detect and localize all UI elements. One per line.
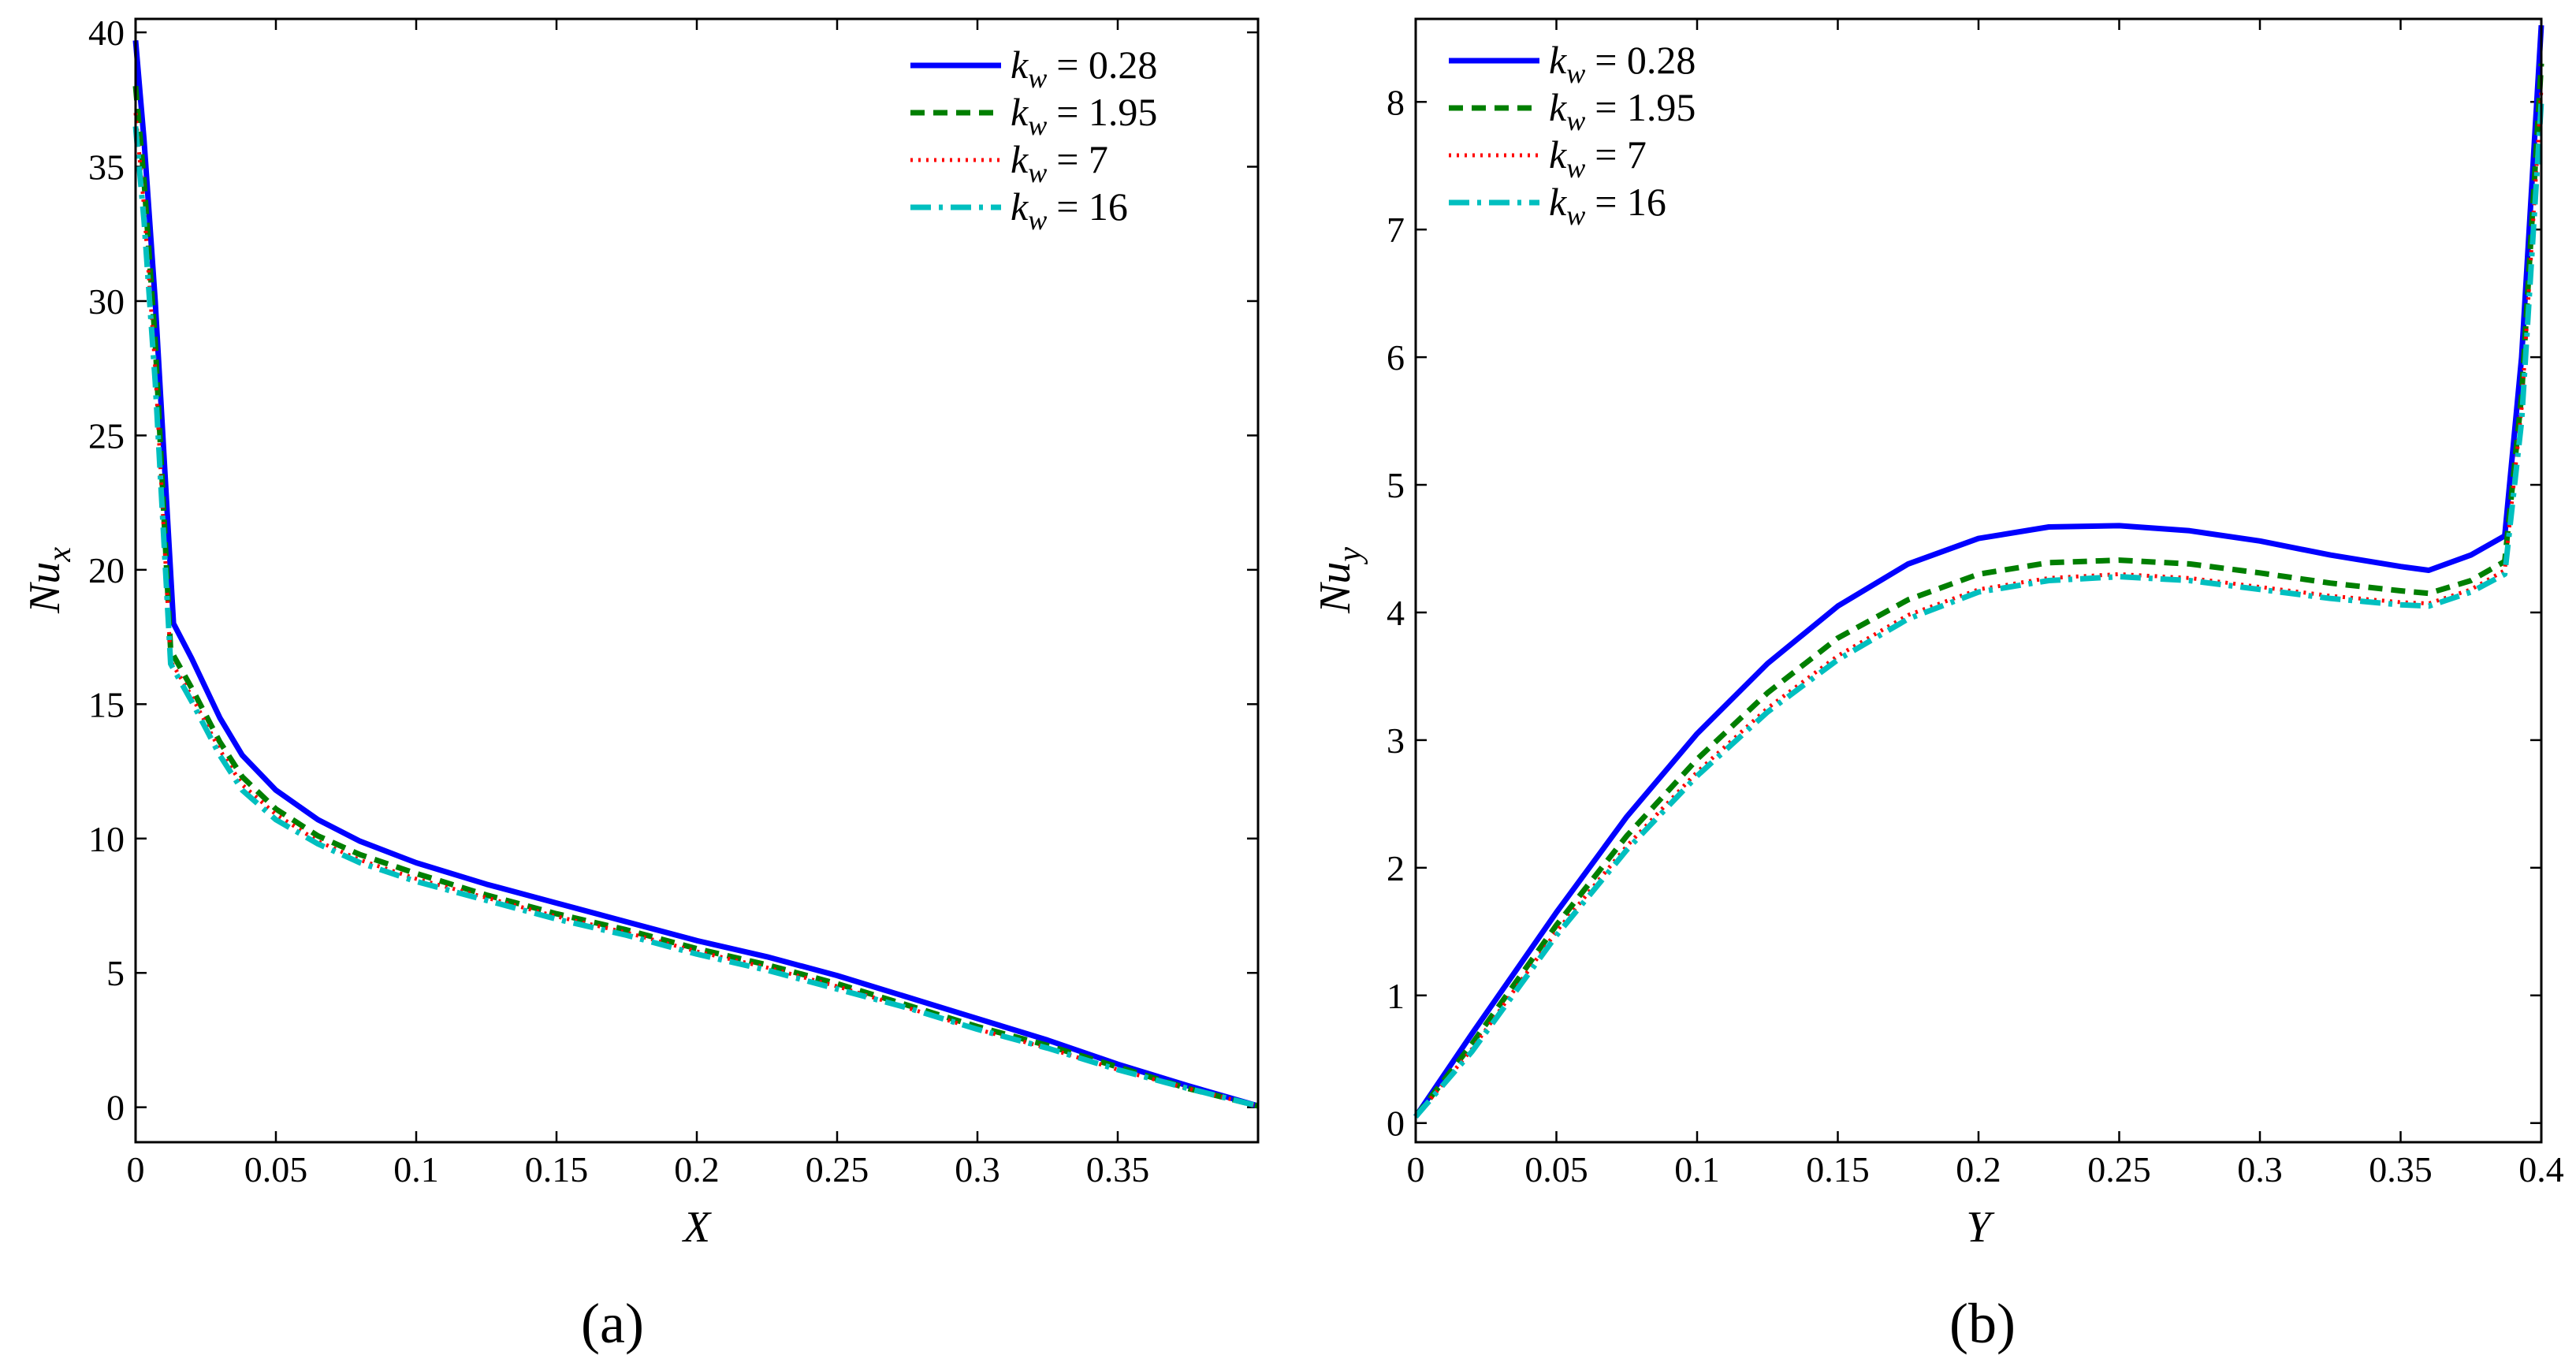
panel-a: 0 0.05 0.1 0.15 0.2 0.25 0.3 0.35 0 5 10 15 20 25 30 35… — [20, 13, 1260, 1355]
panel-a-y-axis-label-base: Nu — [20, 562, 69, 614]
panel-b-y-axis-label: Nuy — [1311, 547, 1368, 614]
panel-b-x-tick-label: 0.1 — [1674, 1149, 1720, 1189]
panel-b-series-line-2 — [1413, 63, 2544, 1119]
panel-b-x-tick-label: 0.4 — [2518, 1149, 2564, 1189]
panel-b-label: (b) — [1949, 1292, 2016, 1355]
legend-sub: w — [1028, 62, 1047, 94]
panel-b-y-tick-label: 5 — [1387, 465, 1405, 505]
panel-b-x-tick-label: 0 — [1407, 1149, 1425, 1189]
panel-b-y-tick-label: 4 — [1387, 593, 1405, 633]
panel-b-x-tick-label: 0.2 — [1956, 1149, 2001, 1189]
panel-a-legend-label-2: kw = 1.95 — [1011, 90, 1157, 141]
panel-a-y-tick-label: 35 — [88, 147, 125, 188]
legend-var: k — [1549, 180, 1567, 224]
panel-a-series — [132, 40, 1259, 1109]
panel-b-y-tick-label: 1 — [1387, 976, 1405, 1016]
panel-b-x-tick-label: 0.05 — [1524, 1149, 1588, 1189]
legend-var: k — [1549, 85, 1567, 129]
legend-sub: w — [1028, 204, 1047, 236]
panel-a-legend-label-4: kw = 16 — [1011, 184, 1128, 236]
panel-b-series-line-1 — [1413, 24, 2544, 1119]
panel-a-y-tick-label: 40 — [88, 13, 125, 53]
legend-sub: w — [1566, 152, 1585, 184]
panel-b-legend-label-2: kw = 1.95 — [1549, 85, 1696, 136]
legend-sub: w — [1566, 58, 1585, 89]
panel-a-x-tick-label: 0.3 — [955, 1149, 1000, 1189]
panel-b-y-tick-label: 8 — [1387, 82, 1405, 122]
panel-b-x-tick-label: 0.15 — [1806, 1149, 1870, 1189]
panel-b-ticks: 0 0.05 0.1 0.15 0.2 0.25 0.3 0.35 0.4 0 1 2 3 4 5 6 7 8 — [1387, 19, 2564, 1189]
panel-b-y-axis-label-sub: y — [1332, 547, 1368, 565]
panel-a-series-line-4 — [132, 126, 1259, 1109]
legend-value: = 16 — [1595, 180, 1666, 224]
panel-a-frame — [134, 17, 1260, 1144]
panel-a-x-tick-label: 0.2 — [674, 1149, 720, 1189]
panel-b-y-tick-label: 6 — [1387, 337, 1405, 378]
panel-a-x-tick-label: 0.15 — [525, 1149, 589, 1189]
panel-a-x-tick-label: 0.25 — [806, 1149, 869, 1189]
panel-a-x-tick-label: 0.35 — [1086, 1149, 1150, 1189]
panel-a-y-tick-label: 30 — [88, 281, 125, 322]
legend-sub: w — [1566, 199, 1585, 231]
panel-a-x-axis-label: X — [682, 1203, 713, 1252]
legend-value: = 7 — [1595, 132, 1647, 177]
panel-b-x-tick-label: 0.35 — [2369, 1149, 2433, 1189]
panel-b-series-line-4 — [1413, 102, 2544, 1119]
panel-a-y-axis-label: Nux — [20, 547, 78, 614]
panel-b-y-tick-label: 7 — [1387, 210, 1405, 250]
panel-a-x-tick-label: 0.05 — [244, 1149, 308, 1189]
panel-a-legend-label-1: kw = 0.28 — [1011, 43, 1157, 94]
legend-value: = 1.95 — [1595, 85, 1696, 129]
panel-b-legend-label-1: kw = 0.28 — [1549, 38, 1696, 89]
panel-a-legend-label-3: kw = 7 — [1011, 137, 1108, 188]
legend-value: = 0.28 — [1056, 43, 1157, 87]
panel-b-series — [1413, 24, 2544, 1119]
panel-a-ticks: 0 0.05 0.1 0.15 0.2 0.25 0.3 0.35 0 5 10 15 20 25 30 35… — [88, 13, 1258, 1189]
panel-a-y-axis-label-sub: x — [42, 547, 78, 563]
panel-a-x-tick-label: 0.1 — [393, 1149, 439, 1189]
panel-b: 0 0.05 0.1 0.15 0.2 0.25 0.3 0.35 0.4 0 1 2 3 4 5 6 7 8 Y… — [1311, 17, 2564, 1355]
panel-b-x-tick-label: 0.3 — [2237, 1149, 2283, 1189]
panel-b-x-tick-label: 0.25 — [2087, 1149, 2151, 1189]
panel-a-label: (a) — [581, 1292, 644, 1355]
legend-sub: w — [1028, 110, 1047, 141]
panel-a-y-tick-label: 0 — [106, 1088, 125, 1128]
panel-b-y-tick-label: 0 — [1387, 1104, 1405, 1144]
panel-b-legend-label-4: kw = 16 — [1549, 180, 1666, 231]
panel-b-x-axis-label: Y — [1966, 1203, 1995, 1252]
panel-b-frame — [1414, 17, 2543, 1144]
panel-b-y-tick-label: 2 — [1387, 848, 1405, 888]
legend-var: k — [1549, 38, 1567, 82]
legend-var: k — [1549, 132, 1567, 177]
panel-a-y-tick-label: 5 — [106, 953, 125, 993]
legend-sub: w — [1028, 157, 1047, 188]
legend-value: = 0.28 — [1595, 38, 1696, 82]
legend-value: = 1.95 — [1056, 90, 1157, 134]
panel-b-legend-label-3: kw = 7 — [1549, 132, 1647, 184]
panel-a-series-line-1 — [132, 40, 1259, 1109]
panel-a-y-tick-label: 25 — [88, 415, 125, 456]
panel-a-y-tick-label: 15 — [88, 684, 125, 724]
legend-value: = 16 — [1056, 184, 1128, 229]
legend-var: k — [1011, 137, 1029, 181]
panel-a-series-line-2 — [132, 85, 1259, 1109]
panel-b-y-tick-label: 3 — [1387, 720, 1405, 761]
panel-a-y-tick-label: 20 — [88, 550, 125, 590]
legend-value: = 7 — [1056, 137, 1108, 181]
panel-b-y-axis-label-base: Nu — [1311, 562, 1360, 614]
legend-var: k — [1011, 43, 1029, 87]
panel-a-y-tick-label: 10 — [88, 819, 125, 859]
panel-a-x-tick-label: 0 — [127, 1149, 145, 1189]
legend-var: k — [1011, 184, 1029, 229]
legend-sub: w — [1566, 105, 1585, 136]
legend-var: k — [1011, 90, 1029, 134]
